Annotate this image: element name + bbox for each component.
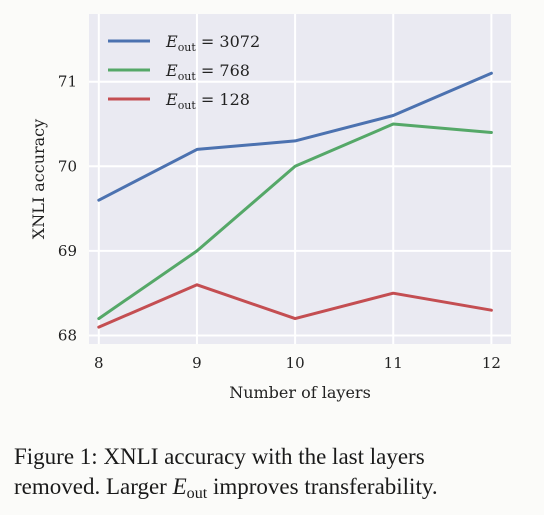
x-axis-label: Number of layers <box>229 383 371 402</box>
legend-value: = 3072 <box>196 32 260 51</box>
legend-value: = 128 <box>196 90 250 109</box>
figure-caption: Figure 1: XNLI accuracy with the last la… <box>14 442 534 509</box>
caption-symbol-sub: out <box>186 485 208 502</box>
y-tick-label: 70 <box>58 157 77 175</box>
caption-text-end: improves transferability. <box>207 474 438 499</box>
y-tick-label: 69 <box>58 242 77 260</box>
x-tick-label: 12 <box>482 354 501 372</box>
legend-entry: Eout = 128 <box>165 90 250 112</box>
legend-value: = 768 <box>196 61 250 80</box>
legend-symbol: E <box>165 90 178 109</box>
caption-symbol-main: E <box>172 474 187 499</box>
caption-line-1: Figure 1: XNLI accuracy with the last la… <box>14 444 425 469</box>
legend-subscript: out <box>178 41 197 54</box>
caption-symbol: Eout <box>172 474 208 502</box>
y-axis-label: XNLI accuracy <box>29 119 48 239</box>
series-lines <box>97 71 493 329</box>
caption-text: removed. Larger <box>14 474 173 499</box>
legend-symbol: E <box>165 32 178 51</box>
legend-entry: Eout = 768 <box>165 61 250 83</box>
x-tick-label: 11 <box>384 354 403 372</box>
y-tick-label: 68 <box>58 327 77 345</box>
legend-entry: Eout = 3072 <box>165 32 260 54</box>
legend-subscript: out <box>178 70 197 83</box>
x-tick-label: 9 <box>192 354 202 372</box>
grid-lines <box>89 14 511 344</box>
caption-line-2: removed. Larger Eout improves transferab… <box>14 472 534 509</box>
x-tick-label: 10 <box>286 354 305 372</box>
tick-labels: 8 9 10 11 12 68 69 70 71 <box>58 73 501 372</box>
legend-subscript: out <box>178 99 197 112</box>
x-tick-label: 8 <box>94 354 104 372</box>
plot-background <box>89 14 511 344</box>
legend-symbol: E <box>165 61 178 80</box>
y-tick-label: 71 <box>58 73 77 91</box>
